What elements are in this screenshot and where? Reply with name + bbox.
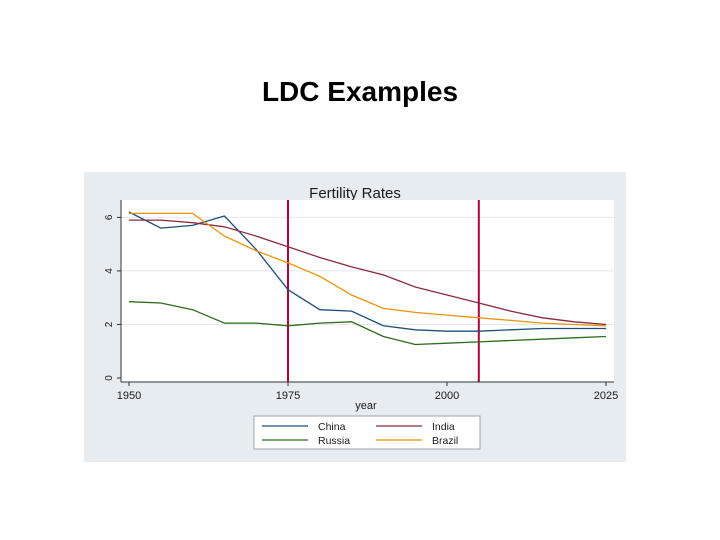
chart-title: Fertility Rates [309, 185, 401, 202]
x-tick-label: 2025 [594, 390, 618, 402]
y-tick-label: 4 [104, 268, 115, 274]
legend-label: Brazil [432, 435, 458, 447]
series-line-china [128, 211, 606, 332]
y-tick-label: 0 [104, 375, 115, 381]
chart-figure: Fertility Rates 0 2 4 6 1950 1975 2000 2025 yea… [84, 172, 626, 462]
legend-label: China [318, 421, 346, 433]
fertility-chart: Fertility Rates 0 2 4 6 1950 1975 2000 2025 yea… [104, 185, 618, 450]
legend-label: Russia [318, 435, 350, 447]
x-tick-label: 1950 [117, 390, 141, 402]
slide-title: LDC Examples [261, 76, 459, 107]
x-tick-label: 1975 [276, 390, 300, 402]
x-axis-label: year [355, 400, 377, 412]
series-line-russia [128, 301, 607, 346]
y-tick-label: 2 [104, 321, 115, 327]
x-tick-label: 2000 [435, 390, 459, 402]
y-tick-label: 6 [104, 214, 115, 220]
legend-label: India [432, 421, 455, 433]
legend: China India Russia Brazil [253, 415, 481, 450]
plot-area [121, 200, 614, 382]
legend-box [253, 415, 481, 450]
series-line-brazil [129, 212, 607, 327]
